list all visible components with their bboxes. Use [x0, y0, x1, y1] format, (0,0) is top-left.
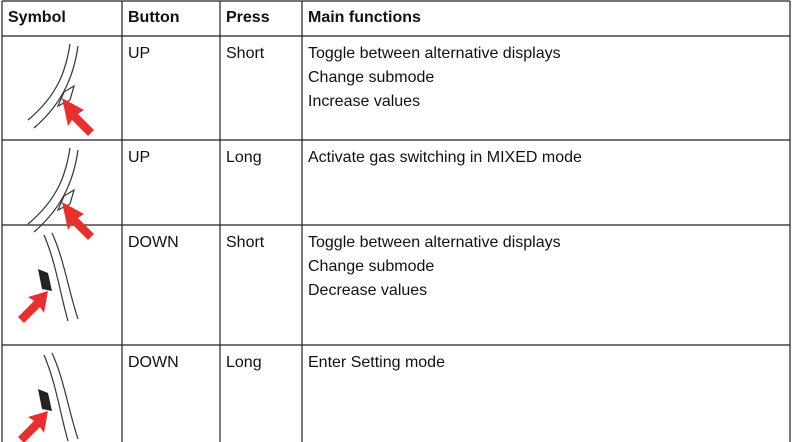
cell-text: DOWN — [128, 234, 179, 251]
button-icon — [18, 232, 79, 323]
cell-text: Change submode — [308, 258, 435, 275]
cell-text: Short — [226, 234, 265, 251]
watch-edge — [43, 234, 69, 322]
cell-text: Long — [226, 354, 262, 371]
cell-text: Change submode — [308, 69, 435, 86]
button-icon — [27, 147, 94, 240]
cell-text: UP — [128, 149, 151, 166]
cell-text: Short — [226, 45, 265, 62]
cell-text: Increase values — [308, 93, 421, 110]
cell-text: Toggle between alternative displays — [308, 45, 561, 62]
cell-text: Activate gas switching in MIXED mode — [308, 149, 582, 166]
cell-text: UP — [128, 45, 151, 62]
cell-text: Decrease values — [308, 282, 428, 299]
watch-edge — [33, 149, 79, 233]
watch-edge — [51, 352, 79, 440]
cell-text: Enter Setting mode — [308, 354, 445, 371]
button-icon — [27, 43, 94, 136]
arrow — [62, 98, 94, 136]
watch-edge — [43, 354, 69, 442]
watch-edge — [33, 45, 79, 129]
watch-button — [56, 188, 75, 212]
arrow — [62, 202, 94, 240]
cell-text: Press — [226, 9, 270, 26]
watch-button — [56, 84, 75, 108]
arrow — [18, 291, 48, 323]
cell-text: Long — [226, 149, 262, 166]
arrow — [18, 411, 48, 442]
cell-text: Symbol — [8, 9, 66, 26]
cell-text: DOWN — [128, 354, 179, 371]
watch-edge — [51, 232, 79, 320]
watch-edge — [27, 43, 71, 121]
watch-edge — [27, 147, 71, 225]
button-icon — [18, 352, 79, 442]
cell-text: Main functions — [308, 9, 421, 26]
watch-button — [38, 389, 52, 411]
cell-text: Toggle between alternative displays — [308, 234, 561, 251]
cell-text: Button — [128, 9, 180, 26]
watch-button — [38, 269, 52, 291]
